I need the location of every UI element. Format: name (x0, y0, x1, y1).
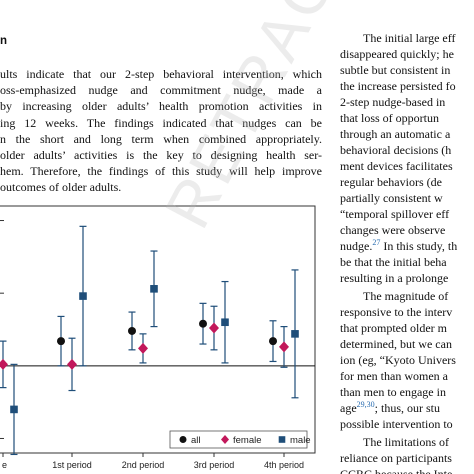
citation-link[interactable]: 29,30 (356, 400, 375, 409)
x-tick-label: 2nd period (122, 460, 165, 470)
point-marker (10, 405, 18, 414)
column-line: behavioral decisions (h (340, 143, 452, 157)
all-estimate-2 (128, 311, 136, 351)
point-marker (128, 326, 136, 335)
legend-label-male: male (290, 435, 311, 446)
male-estimate-2 (150, 250, 158, 328)
point-marker (269, 337, 277, 346)
column-line: responsive to the interv (340, 305, 453, 319)
discussion-paragraph: ults indicate that our 2-step behavioral… (0, 66, 322, 196)
x-tick-label: 4th period (264, 460, 304, 470)
point-marker (79, 292, 87, 300)
point-marker (209, 322, 219, 334)
point-marker (221, 318, 229, 327)
legend-label-female: female (233, 435, 262, 446)
male-estimate-3 (221, 280, 229, 364)
column-line: changes were observe (340, 223, 446, 237)
column-line: nudge.27 In this study, th (340, 238, 458, 254)
all-estimate-1 (57, 315, 65, 367)
male-estimate-4 (291, 269, 299, 399)
citation-link[interactable]: 27 (372, 238, 381, 247)
female-estimate-1 (67, 337, 77, 392)
male-estimate-0 (10, 363, 18, 456)
column-line: “temporal spillover eff (340, 207, 450, 221)
paragraph-line: ing 12 weeks. The findings indicated tha… (0, 115, 322, 130)
effect-estimates-chart: all female male e 1st period 2nd period 3rd p… (0, 205, 316, 470)
column-line: regular behaviors (de (340, 175, 442, 189)
male-estimate-1 (79, 225, 87, 367)
plot-frame (0, 205, 316, 454)
y-axis-ticks (0, 220, 4, 439)
point-marker (0, 358, 8, 370)
paragraph-line: older adults’ activities is the key to d… (0, 148, 322, 163)
column-line: than men to engage in (340, 385, 446, 399)
legend: all female male (169, 430, 311, 449)
column-line: resulting in a prolonge (340, 271, 449, 285)
legend-marker-male (278, 436, 286, 443)
paragraph-line: oss-emphasized nudge and commitment nudg… (0, 83, 322, 98)
x-axis-labels: e 1st period 2nd period 3rd period 4th perio… (2, 453, 304, 470)
right-column-text: The initial large eff disappeared quickly… (340, 30, 474, 474)
column-line: possible intervention to (340, 417, 453, 431)
x-tick-label: e (2, 460, 7, 470)
female-estimate-0 (0, 340, 8, 389)
section-heading: n (0, 35, 8, 47)
paragraph-line: by increasing older adults’ health promo… (0, 99, 322, 114)
legend-box (169, 430, 308, 449)
x-tick-label: 1st period (52, 460, 92, 470)
column-line: the increase persisted fo (340, 79, 456, 93)
legend-label-all: all (191, 435, 201, 446)
column-line: disappeared quickly; he (340, 47, 454, 61)
column-line: for men than women a (340, 369, 448, 383)
column-line: subtle but consistent in (340, 63, 451, 77)
column-line: 2-step nudge-based in (340, 95, 446, 109)
column-line: age29,30; thus, our stu (340, 400, 440, 416)
paragraph-line: n the short and long term when combined … (0, 131, 322, 146)
point-marker (138, 342, 148, 354)
female-estimate-4 (279, 325, 289, 368)
column-line: The magnitude of (363, 289, 449, 303)
all-estimate-3 (199, 302, 207, 345)
point-marker (199, 319, 207, 328)
point-marker (57, 337, 65, 346)
column-line: partially consistent w (340, 191, 443, 205)
x-tick-label: 3rd period (194, 460, 235, 470)
column-line: through an automatic a (340, 127, 451, 141)
column-line: that loss of opportun (340, 111, 439, 125)
all-estimate-4 (269, 320, 277, 363)
column-line: reliance on participants (340, 451, 452, 465)
paragraph-line: ults indicate that our 2-step behavioral… (0, 67, 322, 81)
point-marker (291, 330, 299, 338)
legend-marker-female (221, 435, 229, 444)
point-marker (150, 285, 158, 293)
legend-marker-all (179, 436, 187, 443)
paragraph-line: outcomes of older adults. (0, 180, 122, 195)
column-line: ment devices facilitates (340, 159, 453, 173)
column-line: that prompted older m (340, 321, 447, 335)
column-line: The initial large eff (363, 31, 456, 45)
column-line: determined, but we can (340, 337, 452, 351)
female-estimate-2 (138, 333, 148, 364)
paragraph-line: hem. Therefore, the findings of this stu… (0, 164, 322, 179)
column-line: be that the initial beha (340, 255, 447, 269)
data-marks (0, 225, 299, 456)
column-line: ion (eg, “Kyoto Univers (340, 353, 456, 367)
column-line: CCRC because the Inte (340, 467, 453, 474)
point-marker (67, 358, 77, 370)
column-line: The limitations of (363, 435, 449, 449)
female-estimate-3 (209, 305, 219, 351)
point-marker (279, 341, 289, 353)
